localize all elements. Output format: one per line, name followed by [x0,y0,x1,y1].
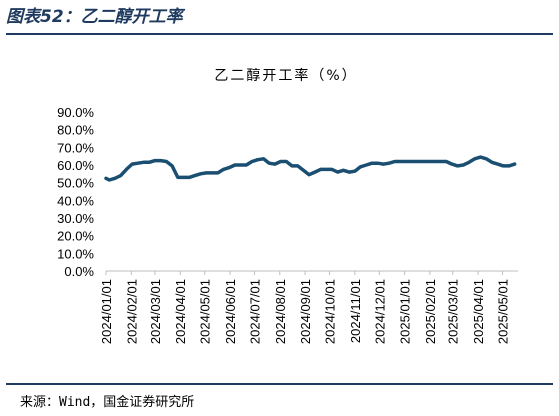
x-tick-label: 2024/09/01 [298,279,313,344]
x-tick-label: 2024/12/01 [372,279,387,344]
y-tick-label: 20.0% [57,229,94,244]
x-tick-label: 2024/07/01 [247,279,262,344]
x-tick-label: 2024/04/01 [173,279,188,344]
y-tick-label: 40.0% [57,193,94,208]
source-note: 来源：Wind，国金证券研究所 [20,395,195,410]
x-tick-label: 2024/03/01 [148,279,163,344]
y-tick-label: 0.0% [64,264,94,279]
y-tick-label: 10.0% [57,246,94,261]
x-tick-label: 2025/01/01 [398,279,413,344]
x-axis [105,270,518,275]
series-line [104,155,517,182]
y-tick-label: 50.0% [57,176,94,191]
x-tick-label: 2024/01/01 [99,279,114,344]
series-layer [104,155,517,182]
y-tick-label: 60.0% [57,158,94,173]
x-tick-label: 2024/06/01 [223,279,238,344]
x-tick-label: 2025/03/01 [446,279,461,344]
line-chart: 乙二醇开工率（%） 90.0% 80.0% 70.0% 60.0% 50.0% 40.0%… [57,67,518,344]
figure-title: 图表52：乙二醇开工率 [6,7,183,27]
x-tick-label: 2024/05/01 [198,279,213,344]
x-tick-label: 2024/11/01 [348,279,363,343]
x-tick-label: 2024/02/01 [124,279,139,344]
x-tick-label: 2025/04/01 [471,279,486,344]
y-tick-label: 30.0% [57,211,94,226]
x-tick-label: 2025/05/01 [495,279,510,344]
x-tick-label: 2024/08/01 [273,279,288,344]
y-tick-label: 90.0% [57,105,94,120]
y-tick-label: 70.0% [57,140,94,155]
x-axis-tick-labels: 2024/01/01 2024/02/01 2024/03/01 2024/04/01… [99,279,510,344]
chart-title: 乙二醇开工率（%） [214,67,357,84]
x-tick-label: 2025/02/01 [423,279,438,344]
x-tick-label: 2024/10/01 [323,279,338,344]
y-tick-label: 80.0% [57,123,94,138]
top-rule [6,33,553,35]
bottom-rule [6,383,553,385]
y-axis-tick-labels: 90.0% 80.0% 70.0% 60.0% 50.0% 40.0% 30.0% 20.0%… [57,105,94,279]
